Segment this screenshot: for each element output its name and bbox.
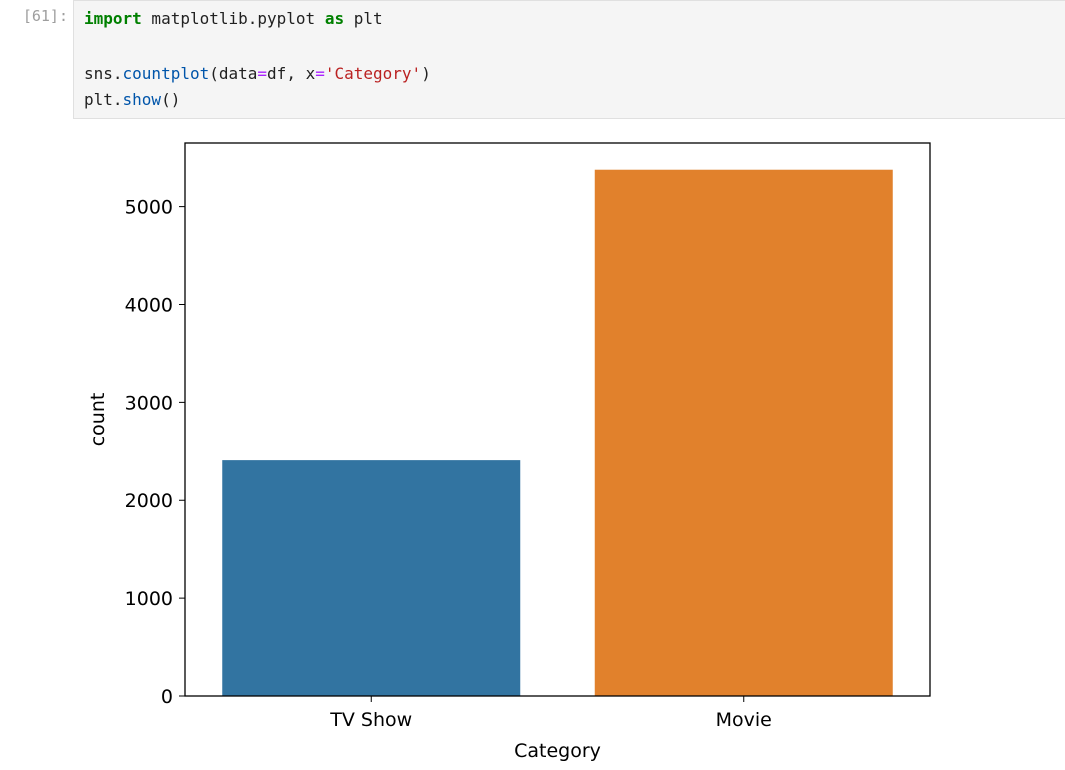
y-tick-label: 1000 [125,588,173,610]
countplot-chart: TV Show Movie 0 1000 2000 3000 4000 5000 Categor… [87,142,931,762]
bar-tv-show [222,460,521,696]
y-tick-label: 3000 [125,392,173,414]
x-axis-label: Category [514,740,601,762]
plot-frame [184,142,931,697]
y-tick-label: 4000 [125,294,173,316]
y-tick-label: 5000 [125,197,173,219]
cell-prompt: [61]: [22,7,68,25]
code-line-1[interactable]: import matplotlib.pyplot as plt [84,9,383,28]
y-tick-label: 2000 [125,490,173,512]
code-line-2[interactable]: sns.countplot(data=df, x='Category') [84,64,431,83]
x-tick-label: Movie [716,709,772,731]
x-tick-label: TV Show [329,709,412,731]
code-editor[interactable]: import matplotlib.pyplot as plt sns.coun… [73,0,1065,119]
y-axis-label: count [87,393,109,447]
code-line-3[interactable]: plt.show() [84,90,181,109]
cell-output: TV Show Movie 0 1000 2000 3000 4000 5000 Categor… [73,119,1065,766]
bar-movie [594,169,893,696]
y-tick-label: 0 [161,686,173,708]
